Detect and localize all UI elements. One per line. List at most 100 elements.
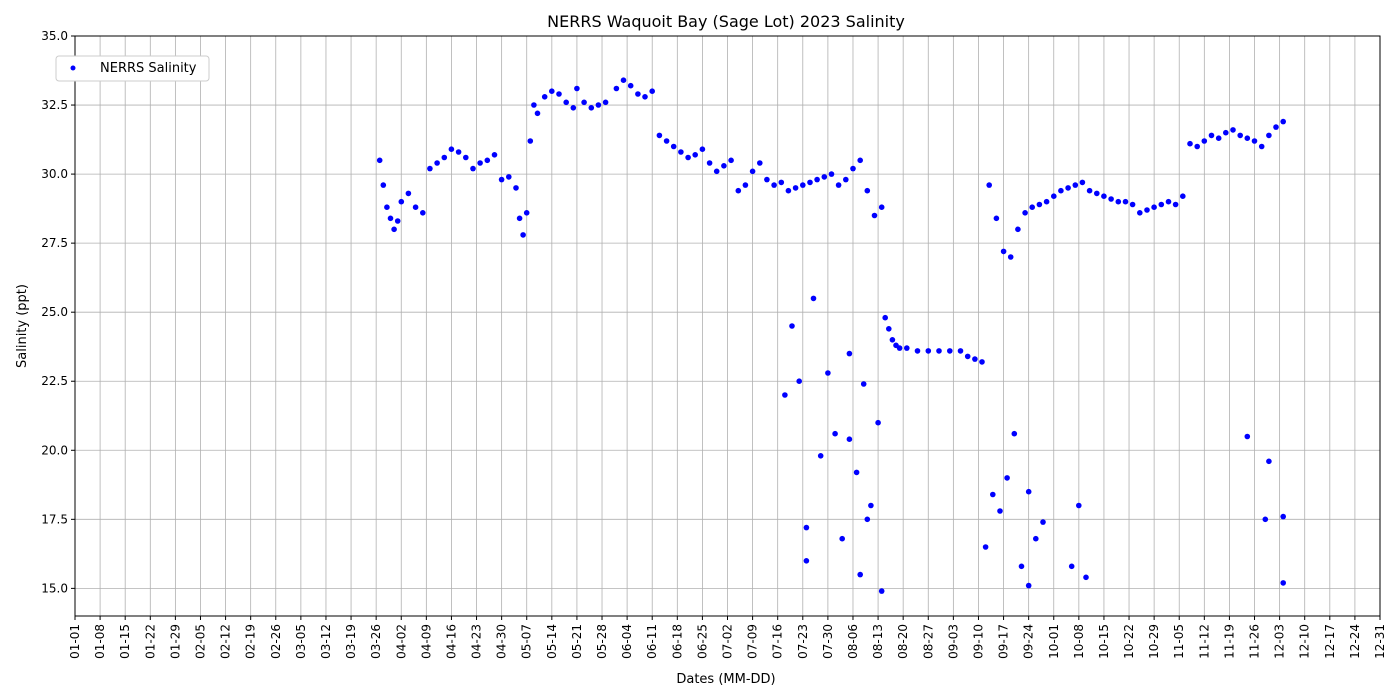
x-axis: 01-01 01-08 01-15 01-22 01-29 02-05 02-12 02-19… — [68, 616, 1387, 659]
data-point — [1180, 193, 1186, 199]
data-point — [412, 204, 419, 210]
data-point — [391, 226, 397, 233]
data-point — [649, 88, 655, 94]
data-point — [463, 154, 469, 161]
data-point — [1215, 135, 1222, 141]
data-point — [882, 314, 888, 321]
x-tick-label: 04-09 — [419, 624, 433, 659]
data-point — [1025, 488, 1032, 495]
data-point — [1208, 132, 1215, 139]
data-point — [1144, 207, 1150, 213]
data-point — [1137, 210, 1143, 216]
data-point — [434, 160, 440, 166]
data-point — [871, 212, 878, 219]
data-point — [595, 102, 602, 108]
data-point — [979, 359, 985, 365]
x-tick-label: 08-20 — [896, 624, 910, 659]
x-tick-label: 02-26 — [269, 624, 283, 659]
data-point — [656, 132, 663, 139]
data-point — [1043, 198, 1050, 205]
x-tick-label: 07-16 — [771, 624, 785, 659]
data-point — [778, 179, 785, 186]
data-point — [1108, 196, 1114, 202]
data-point — [850, 165, 856, 172]
data-point — [1201, 138, 1208, 144]
data-point — [864, 516, 871, 523]
x-tick-label: 06-04 — [620, 624, 634, 659]
data-point — [678, 149, 684, 155]
data-point — [990, 491, 996, 498]
data-point — [1122, 198, 1129, 205]
data-point — [846, 436, 853, 443]
y-tick-label: 27.5 — [41, 236, 68, 250]
data-point — [817, 453, 824, 459]
data-points — [376, 77, 1286, 594]
data-point — [782, 392, 788, 398]
data-point — [1007, 254, 1014, 260]
data-point — [670, 143, 677, 150]
data-point — [627, 82, 634, 89]
data-point — [448, 146, 455, 152]
data-point — [803, 558, 810, 564]
data-point — [513, 185, 519, 191]
x-tick-label: 07-02 — [721, 624, 735, 659]
data-point — [1029, 204, 1035, 210]
data-point — [1072, 182, 1079, 188]
data-point — [1068, 563, 1075, 570]
data-point — [1022, 210, 1028, 216]
x-tick-label: 05-21 — [570, 624, 584, 659]
x-tick-label: 04-02 — [394, 624, 408, 659]
data-point — [868, 502, 874, 509]
data-point — [588, 105, 595, 111]
data-point — [1251, 138, 1258, 144]
data-point — [1076, 502, 1082, 509]
data-point — [735, 187, 742, 194]
x-tick-label: 06-11 — [645, 624, 659, 659]
data-point — [1129, 201, 1136, 208]
data-point — [1223, 129, 1229, 136]
data-point — [420, 210, 426, 216]
data-point — [853, 469, 860, 476]
data-point — [789, 323, 795, 329]
data-point — [1165, 198, 1172, 205]
data-point — [581, 99, 587, 106]
data-point — [394, 218, 401, 224]
data-point — [1280, 580, 1286, 586]
x-tick-label: 03-05 — [294, 624, 308, 659]
data-point — [1262, 516, 1269, 523]
data-point — [516, 215, 523, 222]
data-point — [889, 337, 896, 343]
data-point — [1151, 204, 1157, 210]
data-point — [896, 345, 903, 351]
x-tick-label: 12-10 — [1298, 624, 1312, 659]
x-tick-label: 12-24 — [1348, 624, 1362, 659]
x-tick-label: 11-26 — [1248, 624, 1262, 659]
data-point — [1266, 132, 1272, 139]
data-point — [380, 182, 387, 188]
x-tick-label: 10-22 — [1122, 624, 1136, 659]
data-point — [771, 182, 777, 188]
y-tick-label: 20.0 — [41, 443, 68, 457]
x-tick-label: 04-23 — [470, 624, 484, 659]
data-point — [1079, 179, 1086, 186]
data-point — [878, 588, 885, 594]
data-point — [972, 356, 978, 362]
x-tick-label: 05-07 — [520, 624, 534, 659]
data-point — [1187, 140, 1193, 147]
data-point — [839, 535, 845, 542]
x-tick-label: 02-05 — [193, 624, 207, 659]
x-tick-label: 08-13 — [871, 624, 885, 659]
x-tick-label: 11-05 — [1172, 624, 1186, 659]
data-point — [878, 204, 885, 210]
data-point — [986, 182, 992, 188]
x-tick-label: 09-03 — [946, 624, 960, 659]
y-tick-label: 17.5 — [41, 512, 68, 526]
x-tick-label: 04-16 — [444, 624, 458, 659]
x-tick-label: 01-01 — [68, 624, 82, 659]
x-tick-label: 03-26 — [369, 624, 383, 659]
data-point — [1237, 132, 1243, 139]
data-point — [721, 163, 727, 169]
data-point — [857, 571, 863, 578]
data-point — [1115, 198, 1122, 205]
data-point — [1244, 135, 1251, 141]
